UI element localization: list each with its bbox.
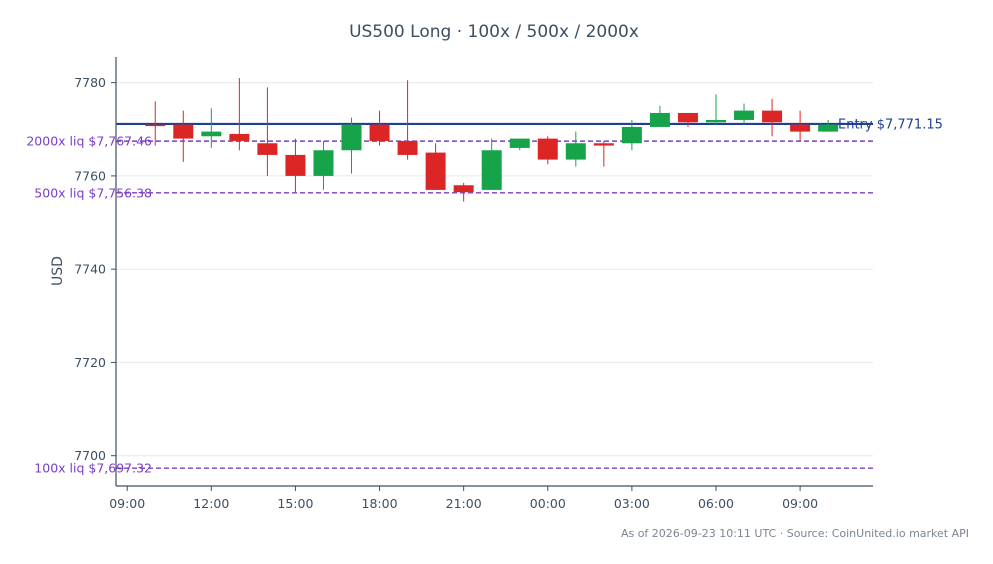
candle-down (762, 110, 783, 123)
x-tick-label: 03:00 (614, 496, 650, 511)
candle-up (649, 112, 670, 127)
y-ticks: 7700 7720 7740 7760 7780 (74, 75, 116, 463)
candle-down (593, 143, 614, 146)
candle-down (369, 124, 390, 141)
x-tick-label: 00:00 (530, 496, 566, 511)
reference-labels: Entry $7,771.15 2000x liq $7,767.46 500x l… (26, 117, 943, 475)
y-tick-label: 7780 (74, 75, 106, 90)
candle-down (790, 124, 811, 132)
candle-down (537, 138, 558, 160)
y-tick-label: 7740 (74, 262, 106, 277)
candle-down (425, 152, 446, 190)
x-tick-label: 15:00 (277, 496, 313, 511)
x-tick-label: 09:00 (782, 496, 818, 511)
candle-up (341, 124, 362, 151)
candle-down (173, 124, 194, 139)
candle-up (818, 124, 839, 132)
candle-up (509, 138, 530, 148)
candle-down (229, 133, 250, 141)
y-tick-label: 7720 (74, 355, 106, 370)
footer-source: As of 2026-09-23 10:11 UTC · Source: Coi… (620, 527, 969, 540)
candle-up (313, 150, 334, 176)
candle-down (453, 185, 474, 193)
candle-down (397, 140, 418, 155)
candle-up (621, 126, 642, 144)
candles (145, 77, 839, 202)
y-axis-label: USD (50, 256, 66, 286)
candle-up (734, 110, 755, 120)
x-tick-label: 21:00 (446, 496, 482, 511)
candle-down (285, 154, 306, 176)
candle-down (677, 112, 698, 123)
candle-down (257, 143, 278, 155)
x-tick-label: 06:00 (698, 496, 734, 511)
candle-up (201, 131, 222, 137)
candle-up (565, 143, 586, 160)
candle-up (705, 119, 726, 123)
x-tick-label: 09:00 (109, 496, 145, 511)
liq-100x-label: 100x liq $7,697.32 (34, 461, 152, 476)
candle-down (145, 124, 166, 127)
entry-label: Entry $7,771.15 (838, 117, 943, 132)
grid-lines (116, 82, 873, 457)
x-ticks: 09:00 12:00 15:00 18:00 21:00 00:00 03:00 06:00… (109, 486, 818, 511)
liq-500x-label: 500x liq $7,756.38 (34, 185, 152, 200)
chart-title: US500 Long · 100x / 500x / 2000x (349, 22, 639, 42)
y-tick-label: 7700 (74, 448, 106, 463)
y-tick-label: 7760 (74, 168, 106, 183)
reference-lines (116, 122, 873, 469)
liq-2000x-label: 2000x liq $7,767.46 (26, 134, 152, 149)
candle-up (481, 150, 502, 190)
x-tick-label: 18:00 (362, 496, 398, 511)
x-tick-label: 12:00 (193, 496, 229, 511)
